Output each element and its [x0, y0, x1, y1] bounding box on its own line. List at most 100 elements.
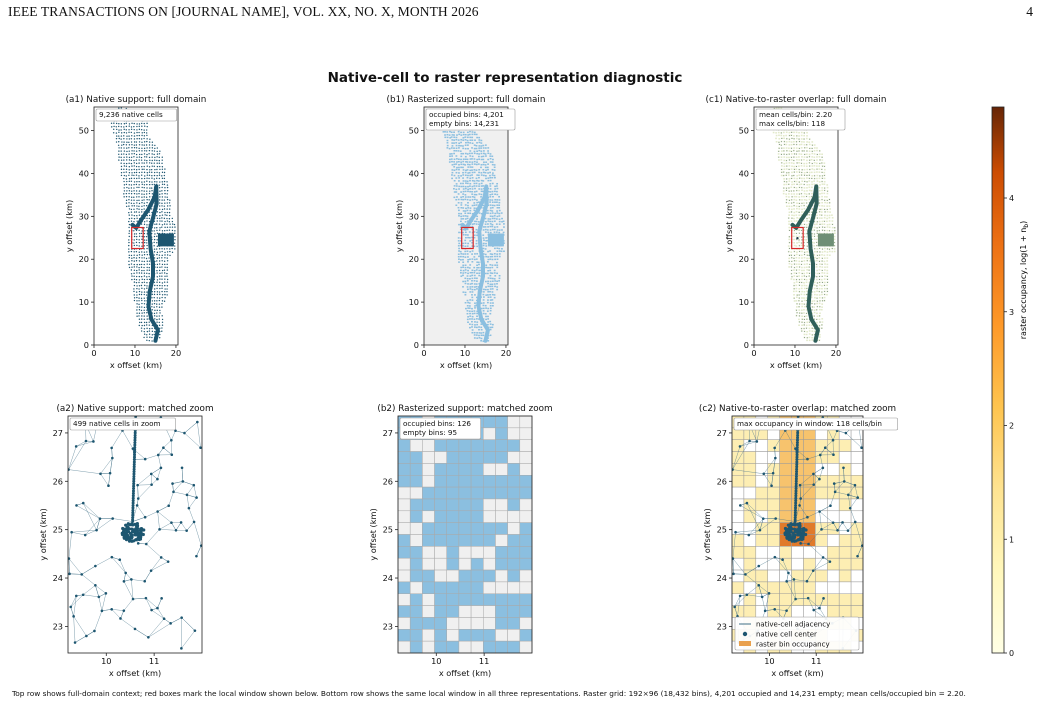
raster-bin [801, 324, 803, 327]
raster-bin-empty [483, 605, 496, 618]
adjacency-edge [98, 596, 103, 611]
raster-bin [821, 153, 823, 155]
adjacency-edge [70, 606, 74, 617]
raster-bin [455, 147, 458, 150]
native-cell [128, 156, 131, 159]
raster-bin [462, 169, 465, 171]
raster-bin-occupied [470, 486, 484, 500]
raster-bin [460, 215, 463, 218]
native-cell [156, 321, 158, 323]
native-cell [156, 257, 159, 260]
raster-bin [803, 165, 806, 167]
native-cell [141, 150, 143, 152]
native-cell [801, 229, 802, 231]
raster-bin [793, 278, 795, 281]
raster-bin [816, 259, 818, 262]
native-cell [793, 160, 795, 162]
raster-bin [800, 165, 803, 167]
native-cell [138, 202, 141, 205]
native-cell [135, 190, 138, 192]
native-cell [143, 281, 146, 284]
native-cell [136, 300, 138, 302]
raster-bin [478, 337, 481, 339]
adjacency-edge [123, 598, 134, 611]
native-cell [819, 226, 820, 228]
native-cell [153, 178, 156, 180]
raster-bin-occupied [507, 546, 521, 559]
native-cell [128, 192, 130, 195]
native-cell [123, 150, 126, 152]
raster-bin [473, 334, 476, 336]
native-cell [156, 303, 158, 305]
raster-bin [473, 286, 476, 288]
native-cell-center [156, 510, 159, 513]
native-cell-center [133, 627, 137, 631]
native-cell [135, 233, 138, 235]
native-cell [136, 177, 138, 180]
native-cell [141, 269, 143, 272]
raster-bin [491, 206, 494, 209]
native-cell [161, 181, 163, 183]
native-cell [131, 153, 133, 155]
native-cell [808, 272, 810, 274]
native-cell-center [93, 629, 96, 633]
native-cell [156, 248, 158, 250]
native-cell [796, 272, 797, 274]
raster-bin [464, 294, 467, 296]
raster-bin-occupied [458, 439, 472, 452]
raster-bin [496, 255, 499, 258]
raster-bin-occupancy [838, 510, 852, 523]
raster-bin [465, 207, 467, 210]
raster-bin [828, 220, 831, 222]
raster-bin-occupied [446, 439, 460, 452]
raster-bin-occupancy [791, 557, 804, 571]
native-cell [804, 322, 806, 324]
raster-bin [473, 204, 476, 207]
native-cell-center [170, 438, 173, 442]
raster-bin [487, 258, 490, 261]
raster-bin-occupancy [838, 439, 852, 452]
raster-bin [458, 258, 460, 260]
native-cell-center [174, 528, 178, 532]
raster-bin [487, 231, 490, 234]
raster-bin-empty [483, 581, 496, 595]
native-cell [126, 150, 128, 153]
raster-bin [464, 231, 467, 234]
raster-bin [462, 245, 464, 247]
native-cell [158, 257, 161, 259]
raster-bin [491, 299, 494, 301]
native-cell [163, 269, 166, 271]
native-cell [130, 220, 133, 222]
native-cell [809, 159, 811, 161]
adjacency-edge [171, 430, 176, 441]
native-cell [788, 169, 790, 170]
raster-bin [777, 107, 780, 109]
native-cell [135, 165, 138, 168]
native-cell [816, 168, 818, 170]
raster-bin [494, 275, 497, 277]
raster-bin [788, 211, 791, 214]
raster-bin [485, 161, 488, 163]
raster-bin [451, 145, 454, 147]
raster-bin-occupied [495, 617, 508, 630]
native-cell [158, 229, 161, 231]
adjacency-edge [175, 522, 182, 531]
native-cell [123, 126, 125, 128]
raster-bin [485, 155, 487, 157]
native-cell-center [130, 523, 135, 527]
raster-bin [487, 282, 489, 285]
native-cell [158, 281, 161, 284]
raster-bin [795, 193, 798, 195]
native-cell-center [132, 482, 136, 486]
raster-bin [800, 138, 803, 140]
native-cell [146, 165, 148, 167]
raster-bin [468, 152, 471, 155]
native-cell [798, 187, 800, 189]
native-cell [151, 156, 153, 158]
native-cell [817, 282, 818, 284]
native-cell [138, 229, 140, 232]
raster-bin-occupancy [767, 451, 780, 464]
raster-bin [803, 238, 806, 241]
native-cell-center [131, 516, 135, 520]
adjacency-edge [109, 458, 113, 474]
